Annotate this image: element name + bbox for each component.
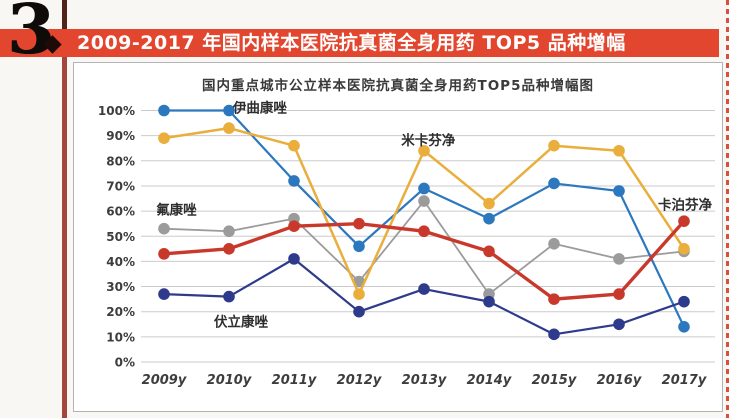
- banner-title: 2009-2017 年国内样本医院抗真菌全身用药 TOP5 品种增幅: [77, 32, 626, 54]
- series-label-micafungin: 米卡芬净: [401, 132, 455, 149]
- series-label-fluconazole: 氟康唑: [156, 201, 197, 218]
- marker-micafungin: [418, 144, 430, 157]
- marker-voriconazole: [483, 295, 495, 308]
- marker-caspofungin: [483, 245, 495, 258]
- x-tick-label: 2014y: [467, 373, 512, 388]
- marker-caspofungin: [613, 288, 625, 300]
- marker-voriconazole: [613, 318, 625, 331]
- y-tick-label: 10%: [106, 330, 135, 344]
- accent-vertical-line: [62, 0, 67, 418]
- series-label-caspofungin: 卡泊芬净: [658, 196, 712, 213]
- chart-svg: 0% 10% 20% 30% 40% 50% 60% 70% 80% 90% 100% 2009y 20…: [98, 99, 715, 388]
- marker-fluconazole: [223, 225, 235, 238]
- marker-itraconazole: [548, 177, 560, 190]
- marker-micafungin: [353, 288, 365, 300]
- marker-itraconazole: [483, 212, 495, 225]
- y-tick-label: 0%: [115, 356, 135, 370]
- marker-voriconazole: [223, 290, 235, 303]
- marker-micafungin: [288, 139, 300, 152]
- marker-caspofungin: [353, 217, 365, 230]
- y-tick-label: 70%: [106, 179, 135, 193]
- x-tick-label: 2013y: [402, 373, 447, 388]
- marker-micafungin: [158, 132, 170, 144]
- marker-voriconazole: [418, 283, 430, 295]
- accent-vertical-line-top: [62, 0, 67, 29]
- y-tick-label: 50%: [106, 230, 135, 244]
- marker-caspofungin: [288, 220, 300, 232]
- marker-itraconazole: [353, 240, 365, 253]
- y-tick-label: 90%: [106, 129, 135, 143]
- marker-itraconazole: [223, 104, 235, 117]
- marker-voriconazole: [158, 288, 170, 300]
- marker-itraconazole: [418, 182, 430, 195]
- y-tick-label: 80%: [106, 154, 135, 168]
- marker-itraconazole: [678, 320, 690, 333]
- marker-caspofungin: [418, 225, 430, 238]
- marker-voriconazole: [353, 305, 365, 318]
- marker-micafungin: [548, 139, 560, 152]
- marker-micafungin: [678, 243, 690, 255]
- marker-voriconazole: [678, 295, 690, 308]
- marker-itraconazole: [158, 104, 170, 117]
- y-tick-label: 20%: [106, 305, 135, 319]
- series-label-itraconazole: 伊曲康唑: [232, 99, 287, 116]
- x-tick-label: 2015y: [532, 373, 577, 388]
- chart-box: 国内重点城市公立样本医院抗真菌全身用药TOP5品种增幅图 0% 10% 20% 30%…: [73, 62, 723, 412]
- y-tick-label: 40%: [106, 255, 135, 269]
- x-tick-label: 2016y: [597, 373, 642, 388]
- marker-micafungin: [223, 122, 235, 134]
- marker-caspofungin: [158, 248, 170, 260]
- marker-fluconazole: [158, 222, 170, 235]
- chart-title: 国内重点城市公立样本医院抗真菌全身用药TOP5品种增幅图: [202, 78, 594, 94]
- x-tick-label: 2017y: [662, 373, 707, 388]
- section-number: 3: [7, 0, 55, 70]
- marker-itraconazole: [288, 175, 300, 187]
- marker-micafungin: [613, 144, 625, 157]
- x-tick-label: 2011y: [272, 373, 317, 388]
- marker-fluconazole: [613, 253, 625, 265]
- marker-caspofungin: [223, 243, 235, 255]
- marker-micafungin: [483, 197, 495, 210]
- marker-voriconazole: [548, 328, 560, 341]
- x-tick-label: 2012y: [337, 373, 382, 388]
- x-tick-label: 2009y: [142, 373, 187, 388]
- right-dashed-border: [726, 0, 729, 418]
- marker-caspofungin: [548, 293, 560, 305]
- marker-caspofungin: [678, 215, 690, 227]
- series-label-voriconazole: 伏立康唑: [214, 313, 268, 330]
- y-tick-label: 30%: [106, 280, 135, 294]
- marker-itraconazole: [613, 185, 625, 197]
- y-tick-label: 100%: [98, 104, 135, 118]
- marker-fluconazole: [418, 195, 430, 207]
- line-fluconazole: [163, 200, 685, 295]
- x-tick-label: 2010y: [207, 373, 252, 388]
- section-banner: 2009-2017 年国内样本医院抗真菌全身用药 TOP5 品种增幅: [0, 29, 719, 57]
- marker-fluconazole: [548, 237, 560, 250]
- marker-voriconazole: [288, 253, 300, 265]
- y-tick-label: 60%: [106, 205, 135, 219]
